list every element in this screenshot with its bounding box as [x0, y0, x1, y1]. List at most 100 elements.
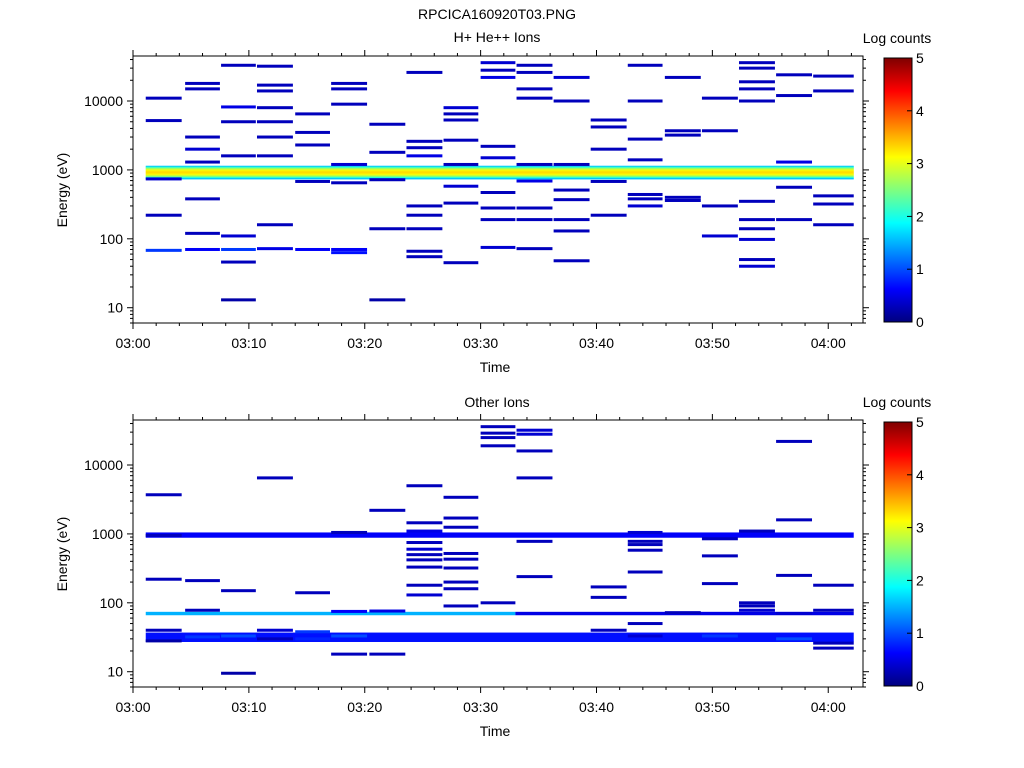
- heatmap-cell: [406, 249, 443, 253]
- heatmap-cell: [221, 154, 256, 158]
- heatmap-cell: [406, 213, 443, 217]
- panel-title: Other Ions: [464, 394, 529, 410]
- band-strip: [145, 166, 854, 169]
- heatmap-cell: [516, 449, 553, 453]
- heatmap-cell: [443, 184, 479, 188]
- heatmap-cell: [701, 554, 738, 558]
- heatmap-cell: [590, 585, 627, 589]
- heatmap-cell: [185, 197, 220, 201]
- colorbar: 0 1 2 3 4 5: [883, 414, 924, 694]
- heatmap-cell: [331, 609, 368, 613]
- heatmap-cell: [627, 543, 663, 547]
- heatmap-cell: [256, 628, 293, 632]
- heatmap-cell: [701, 634, 738, 638]
- heatmap-cell: [516, 575, 553, 579]
- heatmap-cell: [331, 162, 368, 166]
- x-tick-label: 03:50: [695, 699, 730, 715]
- heatmap-cell: [516, 63, 553, 67]
- heatmap-cell: [443, 261, 479, 265]
- heatmap-cell: [480, 144, 516, 148]
- x-tick-label: 04:00: [811, 335, 846, 351]
- band-strip: [145, 171, 854, 173]
- colorbar-label: Log counts: [863, 30, 932, 46]
- heatmap-cell: [516, 179, 553, 183]
- heatmap-cell: [331, 652, 368, 656]
- heatmap-cell: [739, 80, 775, 84]
- heatmap-cell: [664, 133, 701, 137]
- heatmap-cell: [295, 591, 330, 595]
- heatmap-cell: [776, 439, 813, 443]
- heatmap-cell: [739, 529, 775, 533]
- heatmap-cell: [590, 595, 627, 599]
- heatmap-cell: [813, 641, 854, 645]
- heatmap-cell: [295, 637, 330, 641]
- heatmap-cell: [145, 213, 182, 217]
- panel-title: H+ He++ Ions: [454, 29, 541, 45]
- heatmap-cell: [776, 160, 813, 164]
- heatmap-cell: [627, 622, 663, 626]
- band-strip: [145, 532, 854, 538]
- panel-h-he-ions: H+ He++ Ions 03:00 03:10 03:20 03:30 03:40 03…: [54, 29, 931, 375]
- heatmap-cell: [813, 608, 854, 612]
- heatmap-cell: [516, 428, 553, 432]
- colorbar-tick-label: 2: [916, 572, 924, 588]
- y-tick-label: 1000: [92, 526, 123, 542]
- plot-frame: [132, 419, 864, 688]
- heatmap-cell: [406, 547, 443, 551]
- heatmap-cell: [664, 129, 701, 133]
- heatmap-cell: [701, 537, 738, 541]
- heatmap-cell: [256, 64, 293, 68]
- heatmap-cell: [553, 188, 590, 192]
- heatmap-cell: [480, 431, 516, 435]
- band-strip: [145, 632, 854, 642]
- x-tick-label: 03:10: [231, 335, 266, 351]
- heatmap-cell: [145, 533, 182, 537]
- heatmap-cell: [701, 204, 738, 208]
- heatmap-cell: [331, 102, 368, 106]
- heatmap-cell: [627, 63, 663, 67]
- heatmap-cell: [480, 61, 516, 65]
- heatmap-cell: [256, 83, 293, 87]
- heatmap-cell: [516, 206, 553, 210]
- heatmap-cell: [145, 639, 182, 643]
- heatmap-cell: [664, 198, 701, 202]
- heatmap-cell: [553, 218, 590, 222]
- heatmap-cell: [590, 179, 627, 183]
- heatmap-cell: [739, 608, 775, 612]
- heatmap-cell: [369, 178, 406, 182]
- band-strip: [145, 167, 854, 170]
- heatmap-cell: [701, 234, 738, 238]
- heatmap-cell: [516, 96, 553, 100]
- heatmap-cell: [553, 229, 590, 233]
- figure-title: RPCICA160920T03.PNG: [418, 6, 576, 22]
- heatmap-cell: [516, 432, 553, 436]
- heatmap-cell: [295, 247, 330, 251]
- x-tick-label: 03:40: [579, 699, 614, 715]
- heatmap-cell: [295, 179, 330, 183]
- band-strip: [145, 165, 854, 168]
- heatmap-cell: [331, 251, 368, 255]
- heatmap-cell: [185, 231, 220, 235]
- y-tick-label: 10: [107, 664, 123, 680]
- heatmap-cell: [331, 87, 368, 91]
- heatmap-cell: [776, 185, 813, 189]
- heatmap-cell: [406, 529, 443, 533]
- heatmap-cell: [369, 652, 406, 656]
- heatmap-cell: [369, 508, 406, 512]
- y-tick-label: 10000: [84, 93, 123, 109]
- heatmap-cell: [776, 611, 813, 615]
- heatmap-cell: [406, 565, 443, 569]
- heatmap-cell: [443, 580, 479, 584]
- heatmap-cell: [443, 106, 479, 110]
- heatmap-cell: [295, 130, 330, 134]
- heatmap-cell: [295, 112, 330, 116]
- heatmap-cell: [739, 66, 775, 70]
- heatmap-cell: [406, 593, 443, 597]
- heatmap-cell: [739, 264, 775, 268]
- band-strip: [145, 170, 854, 172]
- axes: 03:00 03:10 03:20 03:30 03:40 03:50 04:00 10 100…: [84, 414, 869, 715]
- heatmap-cell: [331, 530, 368, 534]
- heatmap-cell: [406, 255, 443, 259]
- heatmap-cell: [590, 118, 627, 122]
- heatmap-cell: [331, 181, 368, 185]
